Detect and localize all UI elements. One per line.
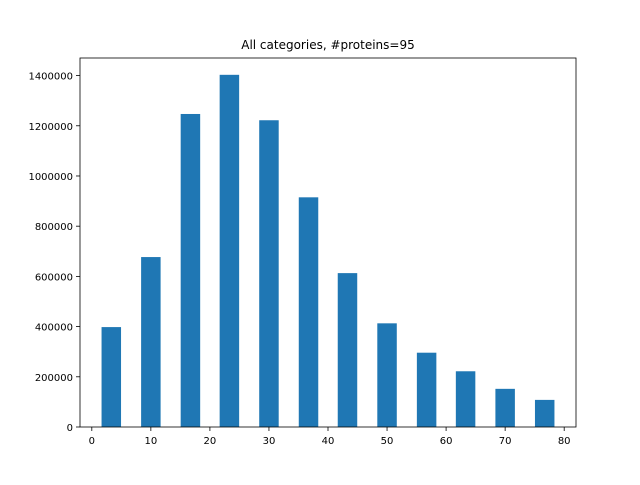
bar (377, 323, 397, 427)
bar (337, 273, 358, 427)
y-tick-label: 0 (67, 423, 73, 434)
y-tick-label: 800000 (35, 222, 73, 233)
bars-layer (101, 74, 555, 427)
bar (455, 371, 476, 427)
chart-title: All categories, #proteins=95 (241, 38, 415, 52)
bar (534, 399, 555, 427)
x-tick-label: 70 (499, 436, 512, 447)
y-tick-label: 1200000 (28, 122, 73, 133)
axes-layer: 0 10 20 30 40 50 60 70 80 0 200000 400000 600000 8000… (28, 57, 577, 447)
x-tick-label: 50 (381, 436, 394, 447)
bar (180, 113, 201, 427)
y-tick-label: 200000 (35, 373, 73, 384)
bar (298, 197, 319, 427)
y-tick-label: 1400000 (28, 72, 73, 83)
x-tick-label: 20 (204, 436, 217, 447)
x-tick-label: 10 (144, 436, 157, 447)
bar (259, 120, 279, 427)
x-tick-label: 30 (263, 436, 276, 447)
bar (141, 257, 161, 427)
bar (219, 74, 240, 427)
x-tick-label: 40 (322, 436, 335, 447)
y-tick-label: 400000 (35, 323, 73, 334)
y-tick-label: 600000 (35, 272, 73, 283)
x-tick-label: 0 (89, 436, 95, 447)
bar (416, 352, 437, 427)
bar (101, 327, 122, 427)
x-tick-label: 60 (440, 436, 453, 447)
y-tick-label: 1000000 (28, 172, 73, 183)
bar (495, 388, 515, 427)
x-tick-label: 80 (558, 436, 571, 447)
